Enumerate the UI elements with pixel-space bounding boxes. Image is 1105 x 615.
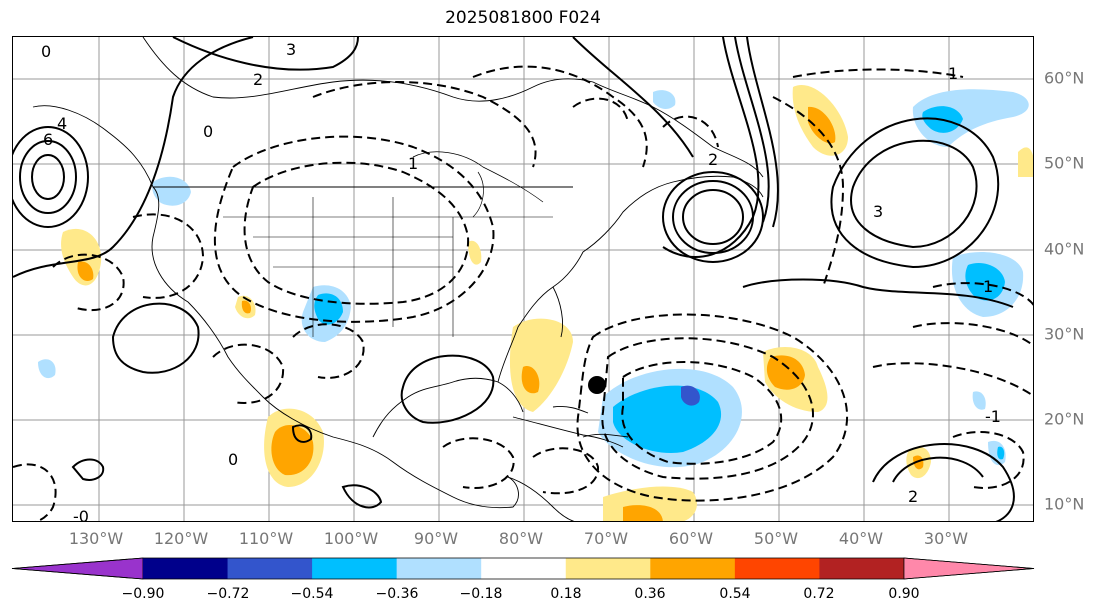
lon-label-100: 100°W [323,529,379,548]
contour-label: 0 [41,42,51,61]
colorbar-tick: 0.36 [634,586,666,602]
lon-label-50: 50°W [753,529,799,548]
colorbar-tick: 0.90 [888,586,920,602]
contour-label: 2 [908,487,918,506]
map-panel: 3 2 0 6 4 1 2 0 3 -0 1 -1 0 2 1 [12,36,1034,522]
colorbar-segment [312,558,398,579]
contour-label: 0 [228,450,238,469]
lon-label-130: 130°W [68,529,124,548]
lon-label-30: 30°W [923,529,969,548]
lon-label-40: 40°W [838,529,884,548]
colorbar-segment [396,558,482,579]
lon-label-60: 60°W [668,529,714,548]
colorbar-segment [734,558,820,579]
colorbar-tick: −0.90 [121,586,165,602]
colorbar-tick: 0.18 [550,586,582,602]
contour-label: 0 [203,122,213,141]
colorbar-tick: −0.36 [375,586,419,602]
shading-positive [61,85,1033,521]
contours-solid [13,37,1015,521]
lon-label-110: 110°W [238,529,294,548]
colorbar-extension-max [903,557,1035,580]
colorbar-segment [819,558,905,579]
contours-dashed [13,65,1033,521]
contour-label: 1 [983,277,993,296]
contour-label: 2 [708,150,718,169]
lat-label-20: 20°N [1044,409,1085,429]
contour-label: 3 [286,40,296,59]
contour-label: 6 [43,130,53,149]
lon-label-70: 70°W [583,529,629,548]
contour-label: 3 [873,202,883,221]
colorbar-tick: −0.18 [459,586,503,602]
colorbar-outline [11,557,1035,580]
shading-negative [38,89,1029,466]
contour-label: -0 [73,507,89,522]
colorbar-segment [650,558,736,579]
lat-label-50: 50°N [1044,153,1085,173]
colorbar-tick: 0.54 [719,586,751,602]
colorbar-tick: 0.72 [803,586,835,602]
colorbar [11,557,1035,580]
lon-label-90: 90°W [413,529,459,548]
lat-label-60: 60°N [1044,68,1085,88]
lat-label-30: 30°N [1044,324,1085,344]
contour-label: 4 [57,114,67,133]
contour-labels: 3 2 0 6 4 1 2 0 3 -0 1 -1 0 2 1 [41,40,1001,522]
colorbar-segments [11,557,1035,580]
lon-label-120: 120°W [153,529,209,548]
contour-label: 2 [253,70,263,89]
contour-label: 1 [408,154,418,173]
colorbar-segment [565,558,651,579]
contour-label: 1 [948,64,958,83]
colorbar-segment [143,558,229,579]
colorbar-tick: −0.72 [206,586,250,602]
storm-position-marker [588,376,606,394]
colorbar-tick: −0.54 [290,586,334,602]
contour-label: -1 [985,407,1001,426]
lat-label-40: 40°N [1044,239,1085,259]
gridlines [13,37,1033,521]
colorbar-segment [481,558,567,579]
colorbar-extension-min [11,557,144,580]
map-title: 2025081800 F024 [445,8,601,28]
coastlines [32,37,764,521]
lat-label-10: 10°N [1044,494,1085,514]
lon-label-80: 80°W [498,529,544,548]
colorbar-segment [227,558,313,579]
map-canvas: 3 2 0 6 4 1 2 0 3 -0 1 -1 0 2 1 [13,37,1033,522]
